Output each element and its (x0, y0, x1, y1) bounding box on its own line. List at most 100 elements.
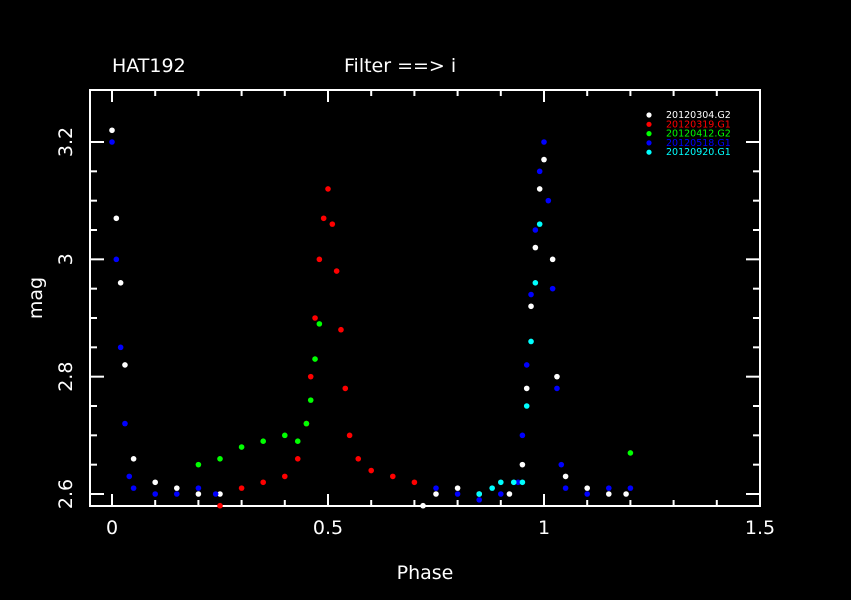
data-point (506, 491, 513, 497)
data-point (519, 432, 526, 439)
data-point (606, 491, 612, 497)
data-point (510, 479, 517, 486)
data-point (282, 432, 288, 439)
series-1 (217, 186, 418, 509)
data-point (390, 473, 396, 480)
chart-title-center: Filter ==> i (344, 55, 456, 77)
data-point (282, 473, 288, 480)
data-point (528, 338, 534, 345)
data-point (536, 186, 543, 192)
y-tick-label: 3 (55, 253, 77, 265)
data-point (325, 186, 331, 192)
data-point (117, 344, 124, 351)
legend-entry: 20120518.G1 (666, 138, 731, 149)
data-point (126, 473, 133, 480)
data-point (174, 491, 180, 497)
data-point (454, 491, 461, 497)
legend-marker (646, 131, 652, 137)
data-point (498, 479, 504, 486)
chart-title-left: HAT192 (112, 55, 186, 77)
data-point (316, 321, 323, 327)
x-tick-label: 0 (106, 517, 118, 539)
data-point (433, 485, 439, 491)
data-point (260, 438, 267, 445)
data-point (554, 373, 560, 380)
data-point (549, 256, 556, 263)
data-point (122, 420, 128, 427)
data-point (312, 356, 318, 362)
data-point (152, 479, 158, 486)
x-tick-label: 1.5 (745, 517, 775, 539)
data-point (195, 485, 202, 491)
y-axis-label: mag (25, 277, 47, 319)
data-point (238, 485, 245, 491)
data-point (195, 461, 202, 468)
y-tick-label: 3.2 (55, 127, 77, 157)
data-point (515, 479, 521, 486)
data-point (368, 467, 375, 474)
data-point (312, 315, 318, 321)
x-tick-label: 0.5 (313, 517, 343, 539)
data-point (130, 456, 137, 462)
data-point (541, 156, 547, 163)
data-point (532, 280, 539, 286)
data-point (217, 456, 223, 462)
data-point (217, 502, 223, 509)
data-point (411, 479, 418, 486)
data-point (476, 497, 483, 503)
data-point (307, 373, 314, 380)
data-point (519, 461, 526, 468)
x-tick-label: 1 (538, 517, 550, 539)
data-point (320, 215, 327, 222)
data-point (528, 303, 534, 310)
legend-marker (646, 149, 652, 155)
data-point (519, 479, 526, 486)
data-point (238, 444, 245, 450)
data-point (420, 502, 426, 509)
data-point (217, 491, 223, 497)
data-point (528, 291, 534, 298)
data-point (562, 485, 569, 491)
data-point (549, 285, 556, 292)
data-point (558, 461, 565, 468)
data-point (294, 456, 301, 462)
data-point (476, 491, 483, 497)
data-point (554, 385, 560, 392)
data-point (260, 479, 267, 486)
legend-marker (646, 121, 652, 127)
data-point (117, 280, 124, 286)
legend-entry: 20120319.G1 (666, 119, 731, 130)
data-point (130, 485, 137, 491)
data-point (355, 456, 362, 462)
data-points-layer (109, 127, 634, 509)
legend: 20120304.G220120319.G120120412.G22012051… (646, 110, 731, 158)
data-point (338, 326, 344, 333)
data-point (627, 485, 634, 491)
data-point (498, 491, 504, 497)
data-point (523, 403, 530, 409)
data-point (113, 215, 120, 222)
data-point (346, 432, 353, 439)
y-tick-label: 2.8 (55, 362, 77, 392)
data-point (113, 256, 120, 263)
series-0 (109, 127, 629, 509)
legend-marker (646, 112, 652, 118)
data-point (606, 485, 612, 491)
ticks-layer: 0 0.5 1 1.5 2.6 2.8 3 3.2 (55, 90, 775, 539)
data-point (307, 397, 314, 403)
data-point (623, 491, 629, 497)
series-4 (476, 221, 543, 497)
data-point (489, 485, 495, 491)
data-point (545, 197, 552, 204)
data-point (333, 268, 340, 274)
data-point (532, 227, 539, 233)
data-point (627, 450, 634, 456)
data-point (122, 362, 128, 368)
data-point (523, 362, 530, 368)
data-point (195, 491, 202, 497)
x-axis-label: Phase (397, 562, 454, 584)
data-point (294, 438, 301, 445)
data-point (532, 244, 539, 251)
data-point (536, 168, 543, 175)
